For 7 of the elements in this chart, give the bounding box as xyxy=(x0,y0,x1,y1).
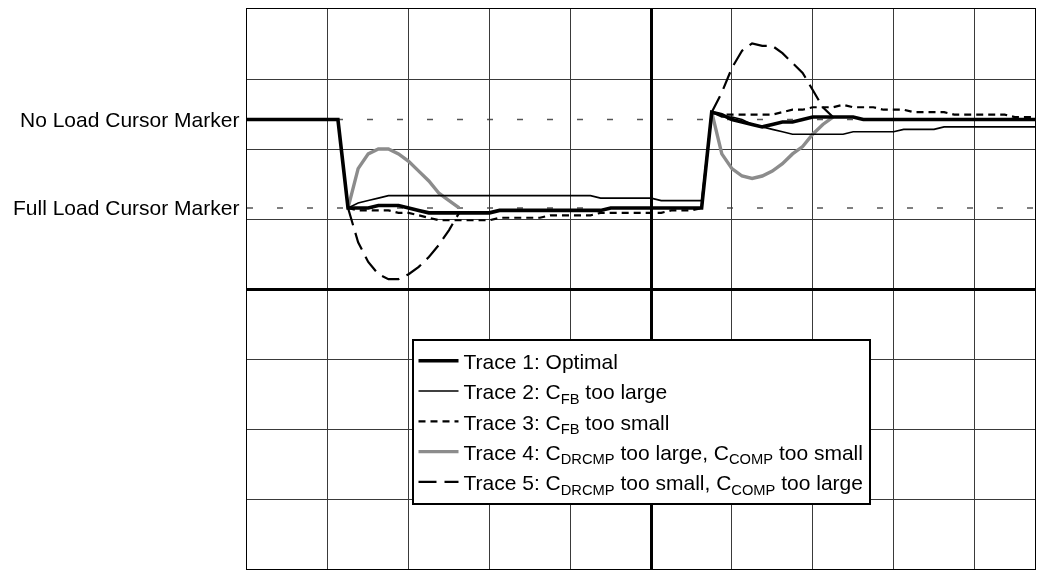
legend-label: Trace 1: Optimal xyxy=(463,349,618,373)
ref-line-label: No Load Cursor Marker xyxy=(20,108,240,131)
legend-label: Trace 5: C$_{DRCMP}$ too small, C$_{COMP}$ too large xyxy=(463,471,863,498)
legend-label: Trace 2: C$_{FB}$ too large xyxy=(463,380,668,407)
legend-label: Trace 3: C$_{FB}$ too small xyxy=(463,410,670,437)
ref-line-label: Full Load Cursor Marker xyxy=(13,196,240,219)
legend-label: Trace 4: C$_{DRCMP}$ too large, C$_{COMP}$ too small xyxy=(463,440,863,468)
